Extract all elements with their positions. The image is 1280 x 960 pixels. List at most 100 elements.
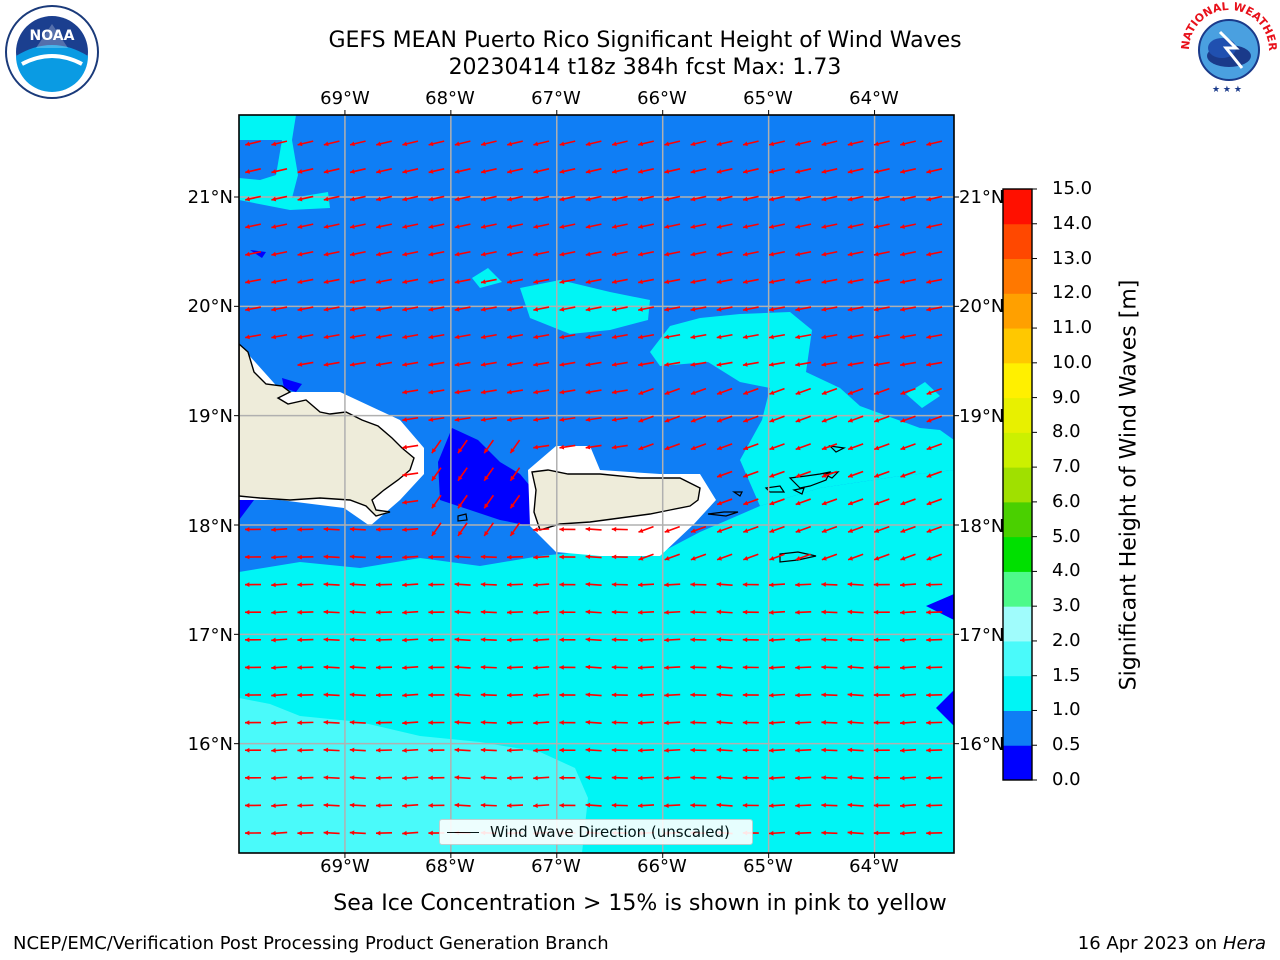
wind-wave-arrow bbox=[821, 775, 838, 781]
wind-wave-arrow bbox=[533, 333, 550, 340]
wind-wave-arrow bbox=[611, 720, 628, 725]
wind-wave-arrow bbox=[847, 278, 864, 285]
wind-wave-arrow bbox=[454, 664, 471, 670]
wind-wave-arrow bbox=[611, 747, 628, 753]
wind-wave-arrow bbox=[297, 609, 314, 615]
wind-wave-arrow bbox=[611, 223, 628, 229]
wind-wave-arrow bbox=[375, 554, 393, 560]
wind-wave-arrow bbox=[821, 140, 838, 147]
wind-wave-arrow bbox=[428, 306, 445, 312]
wind-wave-arrow bbox=[611, 361, 628, 367]
wind-wave-arrow bbox=[509, 522, 521, 537]
wind-wave-arrow bbox=[664, 720, 681, 726]
wind-wave-arrow bbox=[873, 582, 890, 588]
wind-wave-arrow bbox=[611, 802, 628, 808]
wind-wave-arrow bbox=[637, 582, 655, 588]
lon-label-top-64w: 64°W bbox=[849, 88, 899, 109]
wind-wave-arrow bbox=[428, 637, 445, 643]
wind-wave-arrow bbox=[874, 443, 890, 451]
wind-wave-arrow bbox=[507, 168, 523, 174]
wind-wave-arrow bbox=[428, 361, 445, 367]
wind-wave-arrow bbox=[637, 333, 655, 340]
wind-wave-arrow bbox=[585, 306, 602, 312]
wind-wave-arrow bbox=[402, 168, 419, 174]
wind-wave-arrow bbox=[402, 582, 419, 588]
wind-wave-arrow bbox=[847, 609, 864, 615]
wind-wave-arrow bbox=[271, 306, 288, 312]
wind-wave-arrow bbox=[349, 250, 366, 257]
wind-wave-arrow bbox=[899, 775, 917, 781]
wind-wave-arrow bbox=[847, 250, 864, 257]
colorbar bbox=[1002, 188, 1037, 781]
wind-wave-arrow bbox=[323, 306, 340, 312]
wind-wave-arrow bbox=[349, 223, 366, 229]
svg-text:★ ★ ★: ★ ★ ★ bbox=[1212, 85, 1242, 95]
wind-wave-arrow bbox=[533, 140, 550, 147]
wind-wave-arrow bbox=[611, 416, 628, 422]
wind-wave-arrow bbox=[638, 195, 654, 202]
wind-wave-arrow bbox=[533, 527, 550, 533]
hispaniola-land bbox=[239, 343, 415, 517]
wind-wave-arrow bbox=[611, 444, 628, 450]
colorbar-segment bbox=[1003, 675, 1032, 711]
wind-wave-arrow bbox=[742, 692, 759, 698]
wind-wave-arrow bbox=[664, 140, 681, 147]
wind-wave-arrow bbox=[506, 720, 524, 726]
nws-logo: NATIONAL WEATHER SERVICE ★ ★ ★ bbox=[1180, 2, 1278, 96]
chart-title: GEFS MEAN Puerto Rico Significant Height… bbox=[328, 28, 962, 53]
wind-wave-arrow bbox=[480, 720, 497, 725]
wind-wave-arrow bbox=[559, 333, 576, 340]
wind-wave-arrow bbox=[795, 803, 812, 808]
wind-wave-arrow bbox=[402, 195, 419, 202]
wind-wave-arrow bbox=[743, 525, 759, 533]
colorbar-segment bbox=[1003, 223, 1032, 260]
wind-wave-arrow bbox=[637, 278, 655, 285]
wind-wave-arrow bbox=[506, 361, 524, 367]
wind-wave-arrow bbox=[769, 195, 785, 202]
wind-wave-arrow bbox=[506, 389, 524, 395]
wind-wave-arrow bbox=[873, 361, 890, 367]
wind-wave-arrow bbox=[454, 554, 471, 560]
wind-wave-arrow bbox=[428, 554, 445, 560]
wind-wave-arrow bbox=[506, 803, 524, 808]
wind-wave-arrow bbox=[795, 553, 811, 561]
wind-wave-arrow bbox=[664, 692, 681, 698]
wind-wave-arrow bbox=[926, 306, 943, 312]
wind-wave-arrow bbox=[244, 830, 262, 836]
wind-wave-arrow bbox=[480, 554, 497, 560]
wind-wave-arrow bbox=[690, 582, 707, 587]
wind-wave-arrow bbox=[585, 554, 602, 560]
wind-wave-arrow bbox=[323, 609, 340, 615]
wind-wave-arrow bbox=[454, 195, 471, 202]
wind-wave-arrow bbox=[585, 747, 602, 753]
wind-wave-arrow bbox=[297, 637, 314, 643]
wind-wave-arrow bbox=[402, 610, 419, 615]
wind-wave-arrow bbox=[899, 582, 917, 588]
lat-label-right-16n: 16°N bbox=[959, 734, 1005, 755]
wind-wave-arrow bbox=[716, 498, 733, 506]
wind-wave-arrow bbox=[297, 333, 314, 340]
wind-wave-arrow bbox=[690, 775, 707, 781]
wind-wave-arrow bbox=[271, 803, 288, 809]
wind-wave-arrow bbox=[690, 333, 707, 340]
wind-wave-arrow bbox=[743, 553, 759, 561]
lon-label-bottom-69w: 69°W bbox=[320, 856, 370, 877]
wind-wave-arrow bbox=[611, 306, 628, 312]
wind-wave-arrow bbox=[768, 361, 786, 367]
lon-label-top-68w: 68°W bbox=[425, 88, 475, 109]
wind-wave-arrow bbox=[664, 168, 681, 174]
wind-wave-arrow bbox=[611, 609, 628, 615]
wind-wave-arrow bbox=[768, 665, 786, 671]
wind-wave-arrow bbox=[847, 168, 864, 174]
wind-wave-arrow bbox=[506, 692, 524, 698]
wind-wave-arrow bbox=[795, 223, 812, 229]
wind-wave-arrow bbox=[585, 637, 602, 642]
wind-wave-arrow bbox=[716, 443, 733, 451]
wind-wave-arrow bbox=[375, 582, 393, 588]
wind-wave-arrow bbox=[271, 250, 288, 257]
wind-wave-arrow bbox=[244, 775, 262, 781]
wind-wave-arrow bbox=[402, 223, 419, 229]
wind-wave-arrow bbox=[431, 494, 442, 509]
wind-wave-arrow bbox=[506, 775, 524, 781]
